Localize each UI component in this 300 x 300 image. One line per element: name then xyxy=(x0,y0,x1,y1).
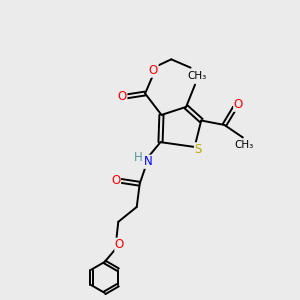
Text: CH₃: CH₃ xyxy=(187,71,206,81)
Text: O: O xyxy=(118,90,127,103)
Text: N: N xyxy=(144,155,153,168)
Text: O: O xyxy=(149,64,158,77)
Text: CH₃: CH₃ xyxy=(235,140,254,150)
Text: H: H xyxy=(134,151,142,164)
Text: O: O xyxy=(111,174,121,187)
Text: O: O xyxy=(115,238,124,251)
Text: S: S xyxy=(194,143,202,156)
Text: O: O xyxy=(234,98,243,111)
